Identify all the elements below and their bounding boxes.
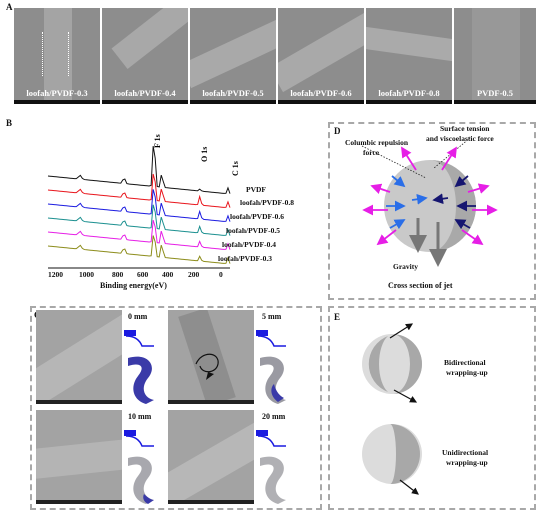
sem-jet-20mm bbox=[168, 410, 254, 504]
peak-label-c1s: C 1s bbox=[231, 161, 240, 176]
sem-image-4-label: loofah/PVDF-0.6 bbox=[290, 88, 352, 98]
sem-image-5: loofah/PVDF-0.8 bbox=[366, 8, 452, 104]
x-axis-label: Binding energy(eV) bbox=[100, 281, 167, 290]
unidirectional-label-2: wrapping-up bbox=[446, 458, 488, 467]
xtick-800: 800 bbox=[112, 270, 124, 279]
wrapping-diagram bbox=[362, 323, 422, 495]
unidirectional-label-1: Unidirectional bbox=[442, 448, 489, 457]
xtick-400: 400 bbox=[162, 270, 174, 279]
xtick-1000: 1000 bbox=[79, 270, 94, 279]
xtick-600: 600 bbox=[137, 270, 149, 279]
xps-series-2 bbox=[47, 189, 231, 222]
panel-d-letter: D bbox=[334, 126, 341, 136]
gravity-label: Gravity bbox=[393, 262, 418, 271]
xps-series-0 bbox=[47, 146, 231, 194]
jet-model-20mm bbox=[256, 430, 286, 504]
distance-20mm: 20 mm bbox=[262, 412, 286, 421]
sem-jet-5mm bbox=[168, 310, 254, 404]
xps-series-4 bbox=[47, 220, 231, 250]
sem-image-1: loofah/PVDF-0.3 bbox=[14, 8, 100, 104]
sem-image-3-label: loofah/PVDF-0.5 bbox=[202, 88, 264, 98]
sem-image-2-label: loofah/PVDF-0.4 bbox=[114, 88, 176, 98]
surface-label-2: and viscoelastic force bbox=[426, 134, 494, 143]
sem-image-1-label: loofah/PVDF-0.3 bbox=[26, 88, 88, 98]
panel-a-letter: A bbox=[6, 2, 13, 12]
series-label-0-6: loofah/PVDF-0.6 bbox=[230, 212, 284, 221]
twist-arrow bbox=[195, 353, 219, 380]
peak-label-o1s: O 1s bbox=[200, 147, 209, 162]
sem-image-6: PVDF-0.5 bbox=[454, 8, 536, 104]
sem-image-3: loofah/PVDF-0.5 bbox=[190, 8, 276, 104]
panel-c-frame bbox=[30, 306, 322, 510]
distance-10mm: 10 mm bbox=[128, 412, 152, 421]
jet-model-10mm bbox=[124, 430, 154, 504]
columbic-label-1: Columbic repulsion bbox=[345, 138, 408, 147]
bidirectional-label-1: Bidirectional bbox=[444, 358, 486, 367]
series-label-0-4: loofah/PVDF-0.4 bbox=[222, 240, 276, 249]
panel-d-frame bbox=[328, 122, 536, 300]
sem-jet-10mm bbox=[36, 410, 122, 504]
xtick-1200: 1200 bbox=[48, 270, 63, 279]
xps-series-5 bbox=[47, 235, 231, 264]
xps-series-3 bbox=[47, 204, 231, 236]
panel-e-letter: E bbox=[334, 312, 341, 322]
series-label-0-3: loofah/PVDF-0.3 bbox=[218, 254, 272, 263]
distance-0mm: 0 mm bbox=[128, 312, 148, 321]
xtick-0: 0 bbox=[219, 270, 223, 279]
panel-b-letter: B bbox=[6, 118, 13, 128]
bidirectional-jet bbox=[362, 323, 422, 403]
xps-series-1 bbox=[47, 173, 231, 208]
sem-jet-0mm bbox=[36, 310, 122, 404]
sem-image-5-label: loofah/PVDF-0.8 bbox=[378, 88, 440, 98]
peak-label-f1s: F 1s bbox=[153, 134, 162, 148]
jet-model-0mm bbox=[124, 330, 154, 404]
jet-force-diagram bbox=[361, 137, 498, 267]
series-label-pvdf: PVDF bbox=[246, 185, 266, 194]
series-label-0-8: loofah/PVDF-0.8 bbox=[240, 198, 294, 207]
distance-5mm: 5 mm bbox=[262, 312, 282, 321]
xtick-200: 200 bbox=[188, 270, 200, 279]
series-label-0-5: loofah/PVDF-0.5 bbox=[226, 226, 280, 235]
sem-image-2: loofah/PVDF-0.4 bbox=[102, 8, 188, 104]
xps-chart: F 1s O 1s C 1s bbox=[47, 134, 240, 269]
cross-section-caption: Cross section of jet bbox=[388, 281, 453, 290]
surface-label-1: Surface tension bbox=[440, 124, 490, 133]
sem-image-4: loofah/PVDF-0.6 bbox=[278, 8, 364, 104]
unidirectional-jet bbox=[362, 424, 422, 495]
jet-model-5mm bbox=[256, 330, 286, 404]
columbic-label-2: force bbox=[363, 148, 380, 157]
bidirectional-label-2: wrapping-up bbox=[446, 368, 488, 377]
sem-image-6-label: PVDF-0.5 bbox=[476, 88, 514, 98]
panel-e-frame bbox=[328, 306, 536, 510]
